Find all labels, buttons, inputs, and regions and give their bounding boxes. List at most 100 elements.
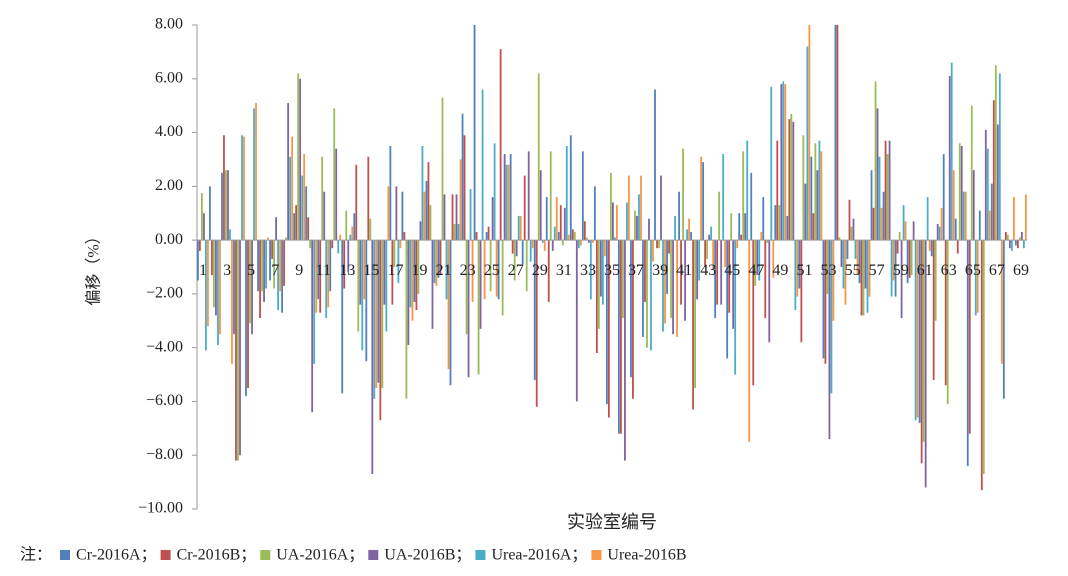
x-tick-label: 49: [772, 262, 788, 279]
bar: [614, 237, 616, 241]
bar: [796, 240, 799, 297]
y-tick-label: −4.00: [146, 338, 183, 355]
x-tick-label: 31: [556, 262, 572, 279]
bar: [303, 154, 306, 241]
bar: [670, 240, 672, 319]
x-tick-label: 15: [363, 262, 379, 279]
bar: [393, 240, 396, 267]
bar: [684, 240, 686, 321]
bar: [808, 25, 811, 241]
bar: [818, 140, 821, 241]
bar: [1006, 234, 1009, 241]
bar: [599, 240, 602, 297]
bar: [774, 205, 777, 241]
bar: [339, 234, 342, 241]
bar: [650, 240, 652, 351]
bar: [387, 186, 390, 241]
bar: [738, 213, 741, 241]
bar: [926, 197, 929, 241]
bar: [495, 240, 498, 297]
bar: [690, 232, 692, 241]
legend-swatch: [160, 550, 171, 560]
bar: [221, 172, 223, 241]
bar: [910, 240, 913, 276]
bar: [768, 240, 771, 343]
x-tick-label: 13: [339, 262, 355, 279]
bar: [628, 175, 630, 241]
bar: [579, 240, 582, 246]
bar: [493, 143, 496, 241]
bar: [373, 240, 376, 399]
bar: [259, 240, 261, 319]
bar: [313, 240, 316, 364]
bar: [632, 240, 634, 399]
bar: [820, 151, 823, 241]
bar: [389, 146, 392, 241]
bar: [589, 240, 592, 300]
bar: [822, 240, 825, 359]
bar: [465, 240, 468, 335]
bar: [988, 210, 991, 241]
bar: [682, 148, 684, 241]
bar: [986, 148, 989, 241]
bar: [652, 240, 654, 262]
bar: [676, 240, 678, 337]
bar: [527, 151, 530, 241]
bar: [620, 240, 622, 434]
bar: [595, 240, 598, 354]
bar: [311, 240, 314, 413]
bar: [798, 240, 801, 289]
x-tick-label: 65: [965, 262, 981, 279]
x-axis-label: 实验室编号: [567, 512, 657, 532]
bar: [273, 240, 275, 289]
bar: [1018, 237, 1021, 241]
bar: [369, 218, 372, 241]
bar: [778, 205, 781, 241]
bar: [443, 194, 446, 241]
bar: [361, 240, 364, 351]
bar: [309, 240, 312, 249]
bar: [247, 240, 249, 388]
bar: [902, 205, 905, 241]
x-tick-label: 51: [796, 262, 812, 279]
bar: [515, 240, 518, 257]
bar: [469, 189, 472, 241]
bar: [511, 240, 514, 254]
bar: [291, 136, 294, 241]
bar: [327, 240, 330, 308]
bar: [996, 124, 999, 241]
bar: [255, 102, 257, 241]
bar: [421, 146, 424, 241]
bar: [1020, 232, 1023, 241]
bar: [906, 240, 909, 284]
bar: [716, 240, 719, 305]
bar: [914, 240, 917, 421]
bar: [624, 240, 626, 461]
bar: [756, 240, 759, 276]
x-tick-label: 19: [412, 262, 428, 279]
bar: [397, 240, 400, 284]
bar: [890, 240, 893, 297]
bar: [1024, 194, 1027, 241]
bar: [551, 240, 554, 251]
x-tick-label: 41: [676, 262, 692, 279]
bar: [411, 240, 414, 321]
bar: [607, 240, 610, 418]
bar: [766, 240, 769, 243]
bar: [730, 213, 733, 241]
bar: [978, 210, 981, 241]
bar: [1000, 240, 1003, 364]
bar: [974, 240, 977, 316]
bar: [331, 240, 334, 249]
bar: [275, 217, 277, 241]
legend-note: 注：: [20, 546, 52, 564]
x-tick-label: 57: [869, 262, 885, 279]
bar: [577, 240, 580, 249]
bar: [952, 170, 955, 241]
bar: [742, 151, 745, 241]
bar: [561, 240, 564, 246]
bar: [894, 240, 897, 297]
bar: [591, 240, 594, 243]
bar: [1022, 240, 1025, 249]
bar: [640, 175, 642, 241]
